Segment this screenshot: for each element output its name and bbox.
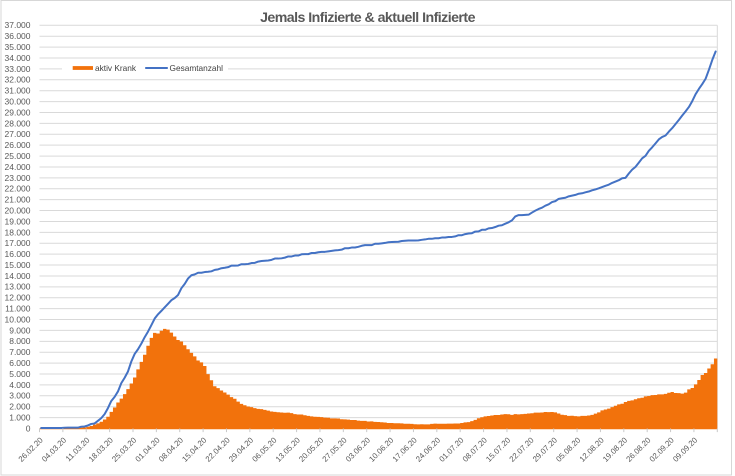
svg-text:0: 0 (26, 423, 31, 433)
svg-text:3.000: 3.000 (9, 391, 31, 401)
svg-text:aktiv Krank: aktiv Krank (95, 63, 137, 73)
svg-text:1.000: 1.000 (9, 413, 31, 423)
svg-text:22.000: 22.000 (5, 184, 31, 194)
svg-text:13.000: 13.000 (5, 282, 31, 292)
svg-text:7.000: 7.000 (9, 347, 31, 357)
svg-text:15.000: 15.000 (5, 260, 31, 270)
svg-text:27.000: 27.000 (5, 129, 31, 139)
svg-text:28.000: 28.000 (5, 118, 31, 128)
svg-text:24.000: 24.000 (5, 162, 31, 172)
svg-text:Jemals Infizierte & aktuell In: Jemals Infizierte & aktuell Infizierte (260, 10, 476, 26)
svg-text:19.000: 19.000 (5, 216, 31, 226)
svg-text:33.000: 33.000 (5, 64, 31, 74)
svg-text:11.000: 11.000 (5, 304, 31, 314)
svg-text:36.000: 36.000 (5, 31, 31, 41)
svg-text:2.000: 2.000 (9, 402, 31, 412)
svg-text:32.000: 32.000 (5, 75, 31, 85)
svg-text:18.000: 18.000 (5, 227, 31, 237)
svg-text:5.000: 5.000 (9, 369, 31, 379)
svg-text:9.000: 9.000 (9, 325, 31, 335)
svg-text:23.000: 23.000 (5, 173, 31, 183)
svg-text:17.000: 17.000 (5, 238, 31, 248)
svg-text:20.000: 20.000 (5, 205, 31, 215)
svg-text:35.000: 35.000 (5, 42, 31, 52)
svg-text:16.000: 16.000 (5, 249, 31, 259)
svg-text:8.000: 8.000 (9, 336, 31, 346)
svg-text:31.000: 31.000 (5, 86, 31, 96)
svg-text:30.000: 30.000 (5, 96, 31, 106)
svg-text:34.000: 34.000 (5, 53, 31, 63)
svg-text:21.000: 21.000 (5, 195, 31, 205)
svg-text:25.000: 25.000 (5, 151, 31, 161)
svg-text:6.000: 6.000 (9, 358, 31, 368)
svg-text:Gesamtanzahl: Gesamtanzahl (170, 63, 224, 73)
svg-text:29.000: 29.000 (5, 107, 31, 117)
svg-text:12.000: 12.000 (5, 293, 31, 303)
svg-text:37.000: 37.000 (5, 20, 31, 30)
svg-text:10.000: 10.000 (5, 314, 31, 324)
svg-text:14.000: 14.000 (5, 271, 31, 281)
svg-text:4.000: 4.000 (9, 380, 31, 390)
svg-text:26.000: 26.000 (5, 140, 31, 150)
